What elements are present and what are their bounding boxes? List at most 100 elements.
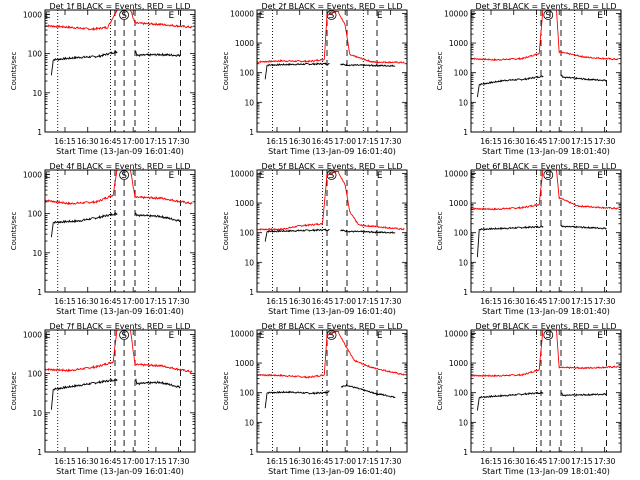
events-rate-line xyxy=(134,50,181,58)
x-tick-label: 16:15 xyxy=(266,297,288,306)
y-tick-label: 10 xyxy=(458,258,468,267)
marker-circle xyxy=(326,330,337,340)
x-tick-label: 17:00 xyxy=(334,457,356,466)
series-group xyxy=(257,330,405,409)
x-tick-label: 17:00 xyxy=(548,137,570,146)
lld-rate-line xyxy=(129,330,193,374)
panel-title: Det 5f BLACK = Events, RED = LLD xyxy=(261,162,402,171)
event-marker-label: E xyxy=(470,171,476,181)
plot-frame xyxy=(44,169,196,293)
y-axis-label: Counts/sec xyxy=(10,52,18,91)
lld-rate-line xyxy=(257,330,405,379)
x-tick-label: 16:45 xyxy=(526,457,548,466)
plot-frame xyxy=(256,9,408,133)
chart-panel-8: 1 10 100 1000 10000 16:15 16:30 16:45 17:00 17:15… xyxy=(222,322,408,476)
y-tick-label: 10 xyxy=(32,249,42,258)
event-marker-label: E xyxy=(259,331,265,341)
event-marker-label: S xyxy=(545,171,551,181)
y-tick-label: 1 xyxy=(463,128,468,137)
y-tick-label: 1000 xyxy=(235,199,254,208)
event-marker-label: E xyxy=(259,11,265,21)
x-tick-label: 17:00 xyxy=(334,137,356,146)
x-tick-label: 17:15 xyxy=(145,297,167,306)
events-rate-line xyxy=(50,212,118,238)
y-tick-label: 1 xyxy=(37,288,42,297)
x-tick-label: 17:00 xyxy=(122,457,144,466)
x-tick-label: 17:30 xyxy=(380,137,402,146)
y-tick-label: 1 xyxy=(37,448,42,457)
lld-rate-line xyxy=(471,10,544,62)
x-tick-label: 17:00 xyxy=(122,137,144,146)
y-axis-label: Counts/sec xyxy=(222,372,230,411)
y-tick-label: 10 xyxy=(32,89,42,98)
y-tick-label: 1 xyxy=(463,288,468,297)
y-tick-label: 100 xyxy=(454,229,469,238)
x-tick-label: 17:00 xyxy=(334,297,356,306)
events-rate-line xyxy=(264,62,330,80)
x-tick-label: 17:00 xyxy=(548,297,570,306)
events-rate-line xyxy=(561,392,607,397)
panel-title: Det 3f BLACK = Events, RED = LLD xyxy=(475,2,616,11)
lld-rate-line xyxy=(471,330,544,378)
x-tick-label: 16:15 xyxy=(54,297,76,306)
y-tick-label: 100 xyxy=(454,389,469,398)
y-tick-label: 10 xyxy=(244,258,254,267)
series-group xyxy=(257,170,405,242)
panel-title: Det 1f BLACK = Events, RED = LLD xyxy=(49,2,190,11)
x-tick-label: 17:15 xyxy=(571,457,593,466)
event-marker-label: S xyxy=(329,331,335,341)
x-tick-label: 17:30 xyxy=(168,297,190,306)
y-tick-label: 100 xyxy=(240,229,255,238)
chart-panel-1: 1 10 100 1000 16:15 16:30 16:45 17:00 17:15 17:30… xyxy=(10,2,196,156)
series-group xyxy=(45,170,193,238)
events-rate-line xyxy=(561,74,607,82)
event-marker-label: E xyxy=(597,11,603,21)
x-tick-label: 16:45 xyxy=(312,457,334,466)
x-tick-label: 16:30 xyxy=(503,457,525,466)
y-tick-label: 1000 xyxy=(235,39,254,48)
lld-rate-line xyxy=(129,10,193,29)
event-marker-label: S xyxy=(121,331,127,341)
marker-circle xyxy=(119,330,129,340)
series-group xyxy=(471,330,619,411)
event-marker-label: S xyxy=(121,11,127,21)
y-tick-label: 10 xyxy=(458,418,468,427)
marker-circle xyxy=(326,10,337,20)
x-axis-label: Start Time (13-Jan-09 16:01:40) xyxy=(268,307,396,316)
series-group xyxy=(257,10,405,80)
x-tick-label: 17:30 xyxy=(168,457,190,466)
x-tick-label: 16:30 xyxy=(289,297,311,306)
lld-rate-line xyxy=(555,170,619,210)
x-tick-label: 17:15 xyxy=(357,137,379,146)
event-marker-label: E xyxy=(45,11,51,21)
events-rate-line xyxy=(264,228,330,242)
x-tick-label: 16:30 xyxy=(289,137,311,146)
panel-title: Det 6f BLACK = Events, RED = LLD xyxy=(475,162,616,171)
y-tick-label: 1000 xyxy=(449,199,468,208)
x-tick-label: 17:00 xyxy=(548,457,570,466)
y-tick-label: 1000 xyxy=(235,359,254,368)
lld-rate-line xyxy=(555,10,619,61)
lld-rate-line xyxy=(471,170,544,211)
y-tick-label: 1 xyxy=(37,128,42,137)
x-tick-label: 17:15 xyxy=(357,297,379,306)
x-tick-label: 16:15 xyxy=(266,457,288,466)
x-axis-label: Start Time (13-Jan-09 16:01:40) xyxy=(268,147,396,156)
event-marker-label: E xyxy=(45,331,51,341)
y-tick-label: 10000 xyxy=(230,169,254,178)
y-tick-label: 1000 xyxy=(23,10,42,19)
x-tick-label: 16:30 xyxy=(77,297,99,306)
lld-rate-line xyxy=(555,330,619,370)
x-tick-label: 16:30 xyxy=(289,457,311,466)
y-tick-label: 1000 xyxy=(23,170,42,179)
x-tick-label: 16:15 xyxy=(54,137,76,146)
y-tick-label: 100 xyxy=(28,50,43,59)
events-rate-line xyxy=(134,212,181,223)
y-tick-label: 1 xyxy=(249,288,254,297)
x-tick-label: 17:15 xyxy=(145,457,167,466)
lld-rate-line xyxy=(45,170,118,206)
chart-panel-4: 1 10 100 1000 16:15 16:30 16:45 17:00 17:15 17:30… xyxy=(10,162,196,316)
y-tick-label: 1000 xyxy=(23,330,42,339)
x-axis-label: Start Time (13-Jan-09 18:01:40) xyxy=(482,307,610,316)
